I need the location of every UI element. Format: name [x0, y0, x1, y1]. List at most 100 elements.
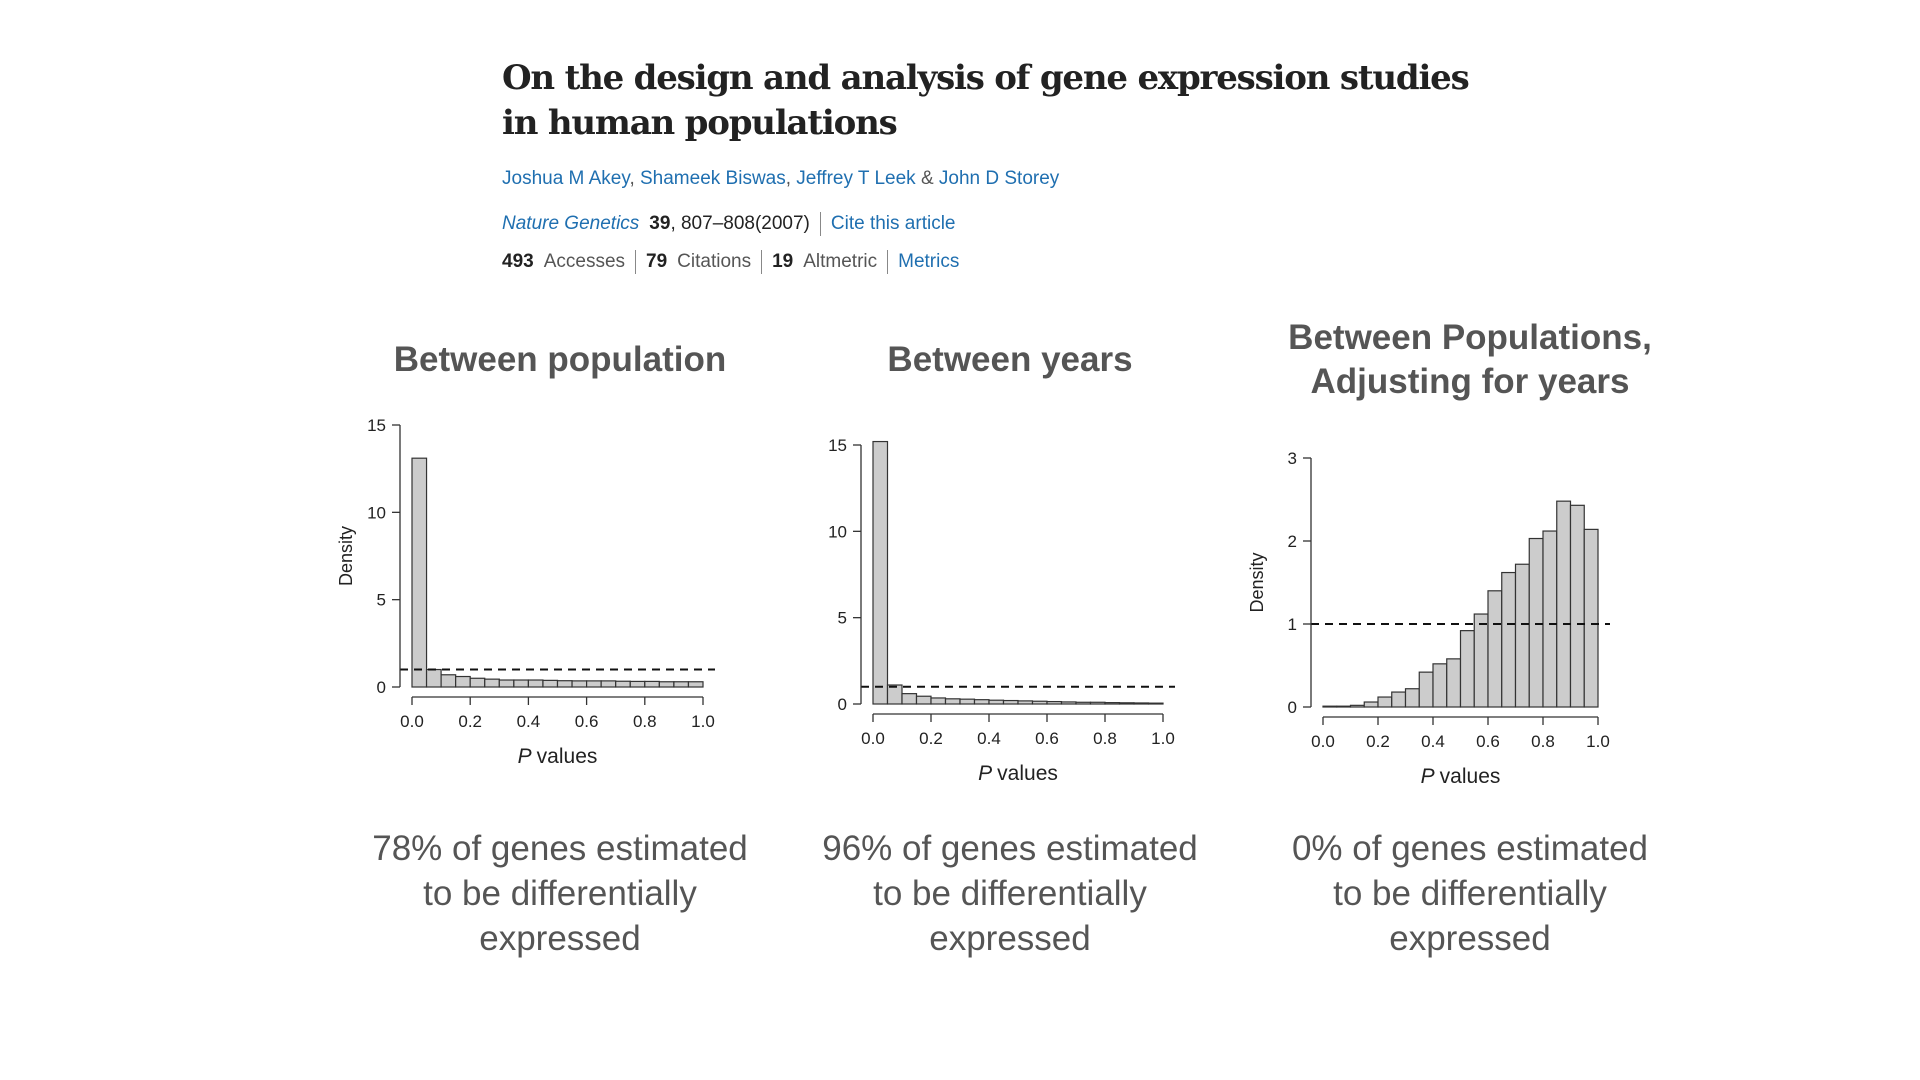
histogram-bar	[1147, 702, 1164, 705]
caption-line: 96% of genes estimated	[822, 829, 1198, 868]
panel-title-line: Between population	[393, 340, 727, 379]
author-link[interactable]: Shameek Biswas	[640, 168, 786, 189]
histogram-bar	[973, 699, 990, 705]
y-tick-label: 5	[838, 609, 847, 628]
histogram-bar	[1060, 701, 1077, 705]
histogram-bar	[1002, 699, 1019, 705]
histogram-bar	[944, 698, 961, 705]
histogram-bar	[1404, 688, 1420, 708]
histogram-bar	[542, 679, 559, 688]
histogram-bar	[988, 699, 1005, 705]
histogram-bar	[1432, 663, 1448, 708]
divider	[635, 250, 637, 274]
x-axis-label-text: values	[1440, 765, 1501, 788]
y-axis-label: Density	[336, 526, 356, 586]
histogram-bar	[1501, 571, 1517, 708]
histogram-bar	[440, 674, 457, 688]
x-axis-label: P values	[1421, 765, 1501, 788]
altmetric-count: 19	[772, 251, 794, 272]
x-tick-label: 0.4	[517, 712, 541, 731]
histogram-bar	[571, 680, 588, 688]
x-tick-label: 0.2	[458, 712, 482, 731]
x-tick-label: 0.8	[633, 712, 657, 731]
x-tick-label: 0.6	[1476, 732, 1500, 751]
cite-article-link[interactable]: Cite this article	[830, 213, 956, 234]
histogram-bar	[1349, 704, 1365, 708]
histogram-bar	[1487, 590, 1503, 708]
caption-line: expressed	[929, 919, 1091, 958]
histogram-bar	[513, 679, 529, 688]
histogram-bar	[687, 681, 704, 688]
y-tick-label: 0	[1288, 698, 1297, 717]
x-tick-label: 0.6	[1035, 729, 1059, 748]
panel-title-between-population: Between population	[330, 338, 790, 382]
histogram-bar	[1583, 528, 1599, 708]
caption-between-years: 96% of genes estimated to be differentia…	[780, 826, 1240, 961]
histogram-bar	[600, 680, 617, 688]
histogram-bar	[1569, 504, 1585, 708]
caption-between-population: 78% of genes estimated to be differentia…	[330, 826, 790, 961]
histogram-bar	[959, 698, 976, 705]
y-axis-label: Density	[1247, 552, 1267, 612]
y-tick-label: 10	[828, 522, 847, 541]
panel-title-line: Between years	[887, 340, 1133, 379]
altmetric-label: Altmetric	[803, 251, 878, 272]
accesses-count: 493	[502, 251, 534, 272]
caption-line: 0% of genes estimated	[1291, 829, 1649, 868]
caption-line: 78% of genes estimated	[372, 829, 748, 868]
author-link[interactable]: Joshua M Akey	[502, 168, 630, 189]
panel-title-line: Between Populations,	[1288, 318, 1652, 357]
histogram-bar	[1542, 530, 1558, 708]
histogram-bar	[1118, 702, 1135, 705]
caption-adjusted: 0% of genes estimated to be differential…	[1240, 826, 1700, 961]
x-tick-label: 0.2	[919, 729, 943, 748]
x-tick-label: 0.0	[400, 712, 424, 731]
histogram-bar	[1046, 700, 1063, 705]
histogram-bar	[498, 679, 515, 688]
x-axis-label-text: values	[537, 745, 598, 768]
x-tick-label: 0.6	[575, 712, 599, 731]
citation-line: Nature Genetics 39, 807–808(2007) Cite t…	[502, 212, 1482, 236]
author-link[interactable]: John D Storey	[938, 168, 1060, 189]
histogram-bar	[1418, 671, 1434, 708]
histogram-bar	[658, 681, 675, 688]
histogram-bar	[425, 668, 442, 688]
panel-title-between-years: Between years	[780, 338, 1240, 382]
histogram-bar	[1363, 701, 1379, 708]
x-axis-label-italic: P	[978, 762, 997, 785]
histogram-bar	[1104, 702, 1121, 705]
histogram-bar	[872, 440, 889, 705]
divider	[887, 250, 889, 274]
histogram-bar	[1075, 701, 1092, 705]
panel-title-adjusted: Between Populations, Adjusting for years	[1230, 316, 1710, 404]
citations-label: Citations	[677, 251, 752, 272]
x-axis-label: P values	[518, 745, 598, 768]
histogram-bar	[930, 697, 947, 705]
x-tick-label: 1.0	[691, 712, 715, 731]
x-axis-label-text: values	[997, 762, 1058, 785]
histogram-bar	[484, 678, 500, 688]
x-tick-label: 0.4	[1421, 732, 1445, 751]
histogram-bar	[455, 675, 471, 688]
x-tick-label: 0.0	[1311, 732, 1335, 751]
histogram-bar	[1322, 705, 1338, 708]
histogram-bar	[411, 457, 428, 688]
divider	[761, 250, 763, 274]
divider	[819, 212, 821, 236]
caption-line: expressed	[479, 919, 641, 958]
journal-link[interactable]: Nature Genetics	[502, 213, 640, 234]
histogram-bar	[1017, 700, 1034, 705]
author-and: &	[920, 168, 934, 189]
y-tick-label: 15	[828, 436, 847, 455]
histogram-bar	[1391, 691, 1407, 708]
y-tick-label: 3	[1288, 449, 1297, 468]
panel-title-line: Adjusting for years	[1310, 362, 1630, 401]
x-axis-label-italic: P	[518, 745, 537, 768]
histogram-bar	[629, 680, 646, 688]
accesses-label: Accesses	[543, 251, 626, 272]
caption-line: to be differentially	[423, 874, 697, 913]
metrics-link[interactable]: Metrics	[898, 251, 960, 272]
y-tick-label: 15	[367, 416, 386, 435]
histogram-bar	[556, 680, 573, 688]
author-link[interactable]: Jeffrey T Leek	[796, 168, 916, 189]
